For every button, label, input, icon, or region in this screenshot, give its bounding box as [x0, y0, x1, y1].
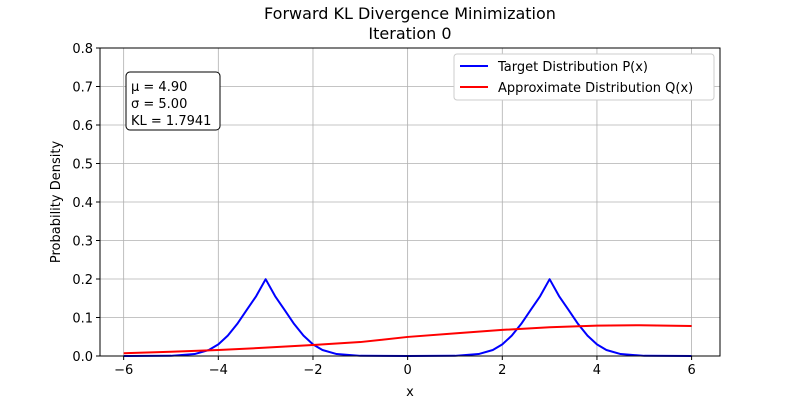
- x-axis-label: x: [406, 385, 414, 400]
- legend: Target Distribution P(x) Approximate Dis…: [453, 53, 715, 101]
- x-tick-label: 0: [403, 363, 411, 378]
- legend-label-approximate: Approximate Distribution Q(x): [498, 81, 693, 96]
- y-tick-label: 0.7: [72, 81, 93, 96]
- chart-subtitle: Iteration 0: [368, 24, 451, 43]
- y-tick-label: 0.8: [72, 42, 93, 57]
- x-tick-label: 2: [498, 363, 506, 378]
- series-approximate-line: [123, 324, 692, 355]
- x-tick-label: −2: [303, 363, 322, 378]
- y-tick-label: 0.5: [72, 158, 93, 173]
- x-tick-label: 4: [593, 363, 601, 378]
- stats-sigma: σ = 5.00: [131, 97, 187, 112]
- y-tick-label: 0.1: [72, 312, 93, 327]
- stats-mu: μ = 4.90: [131, 80, 187, 95]
- stats-box-frame: [125, 71, 221, 131]
- y-tick-label: 0.4: [72, 196, 93, 211]
- y-axis-label: Probability Density: [49, 141, 64, 264]
- axis-ticks: −6 −4 −2 0 2 4 6 0.0 0.1 0.2 0.3 0.4 0.5 0.6 0.7 0.8: [72, 42, 695, 378]
- x-tick-label: 6: [687, 363, 695, 378]
- legend-label-target: Target Distribution P(x): [497, 60, 648, 75]
- x-tick-label: −4: [209, 363, 228, 378]
- x-tick-label: −6: [114, 363, 133, 378]
- y-tick-label: 0.3: [72, 235, 93, 250]
- stats-kl: KL = 1.7941: [131, 114, 211, 129]
- legend-frame: [453, 53, 715, 101]
- chart-title: Forward KL Divergence Minimization: [264, 4, 556, 23]
- stats-box: μ = 4.90 σ = 5.00 KL = 1.7941: [125, 71, 221, 131]
- y-tick-label: 0.2: [72, 273, 93, 288]
- y-tick-label: 0.0: [72, 350, 93, 365]
- y-tick-label: 0.6: [72, 119, 93, 134]
